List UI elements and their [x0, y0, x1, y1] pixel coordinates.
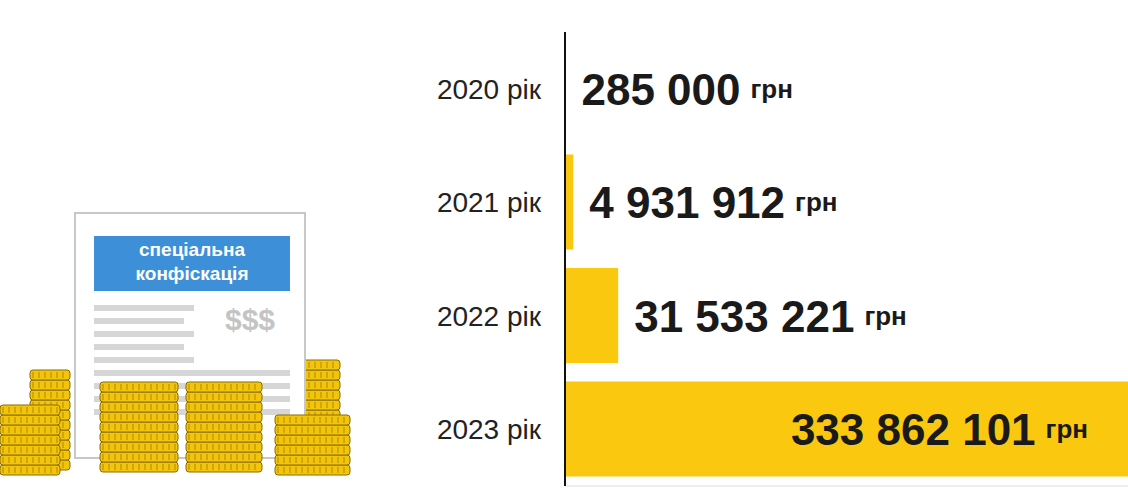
svg-text:конфіскація: конфіскація	[136, 263, 249, 284]
svg-text:2021 рік: 2021 рік	[437, 187, 542, 218]
svg-text:спеціальна: спеціальна	[139, 239, 245, 260]
svg-text:2020 рік: 2020 рік	[437, 74, 542, 105]
svg-text:2023 рік: 2023 рік	[437, 414, 542, 445]
svg-text:4 931 912грн: 4 931 912грн	[589, 178, 837, 227]
svg-text:285 000грн: 285 000грн	[581, 64, 792, 113]
svg-text:333 862 101грн: 333 862 101грн	[791, 405, 1088, 454]
svg-text:31 533 221грн: 31 533 221грн	[634, 291, 907, 340]
svg-text:2022 рік: 2022 рік	[437, 301, 542, 332]
svg-text:$$$: $$$	[225, 303, 275, 336]
